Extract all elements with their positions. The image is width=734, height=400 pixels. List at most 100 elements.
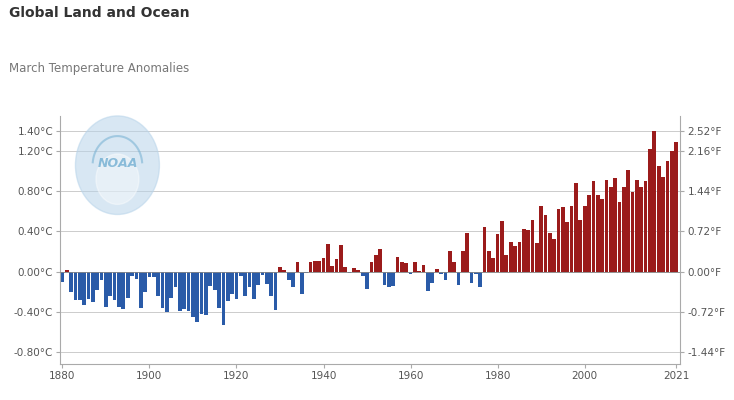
Bar	[247, 272, 251, 287]
Bar	[465, 234, 469, 272]
Text: Global Land and Ocean: Global Land and Ocean	[9, 6, 189, 20]
Bar	[422, 264, 426, 272]
Bar	[426, 272, 430, 291]
Bar	[317, 260, 321, 272]
Bar	[126, 272, 129, 298]
Bar	[265, 272, 269, 284]
Bar	[143, 272, 147, 292]
Bar	[670, 151, 674, 272]
Bar	[531, 220, 534, 272]
Bar	[305, 272, 308, 273]
Bar	[626, 170, 630, 272]
Bar	[339, 244, 343, 272]
Bar	[648, 149, 652, 272]
Bar	[73, 272, 77, 300]
Bar	[243, 272, 247, 296]
Bar	[139, 272, 142, 308]
Bar	[269, 272, 273, 296]
Bar	[109, 272, 112, 296]
Bar	[570, 206, 573, 272]
Bar	[256, 272, 260, 285]
Bar	[479, 272, 482, 287]
Bar	[457, 272, 460, 285]
Bar	[369, 262, 374, 272]
Bar	[361, 272, 365, 276]
Bar	[500, 222, 504, 272]
Bar	[261, 272, 264, 275]
Bar	[644, 181, 647, 272]
Bar	[653, 131, 656, 272]
Bar	[287, 272, 291, 280]
Bar	[391, 272, 395, 286]
Bar	[156, 272, 160, 296]
Bar	[366, 272, 369, 289]
Bar	[308, 262, 312, 272]
Bar	[513, 246, 517, 272]
Bar	[296, 262, 299, 272]
Bar	[565, 222, 569, 272]
Bar	[130, 272, 134, 276]
Bar	[161, 272, 164, 308]
Bar	[495, 234, 499, 272]
Bar	[174, 272, 178, 287]
Bar	[252, 272, 255, 299]
Bar	[561, 207, 564, 272]
Text: March Temperature Anomalies: March Temperature Anomalies	[9, 62, 189, 75]
Bar	[200, 272, 203, 314]
Bar	[178, 272, 182, 311]
Bar	[439, 272, 443, 274]
Bar	[548, 234, 552, 272]
Bar	[609, 187, 613, 272]
Bar	[378, 248, 382, 272]
Bar	[69, 272, 73, 292]
Bar	[409, 272, 413, 274]
Bar	[526, 230, 530, 272]
Bar	[60, 272, 64, 282]
Bar	[186, 272, 190, 311]
Bar	[657, 166, 661, 272]
Bar	[452, 262, 456, 272]
Bar	[195, 272, 199, 322]
Bar	[661, 177, 665, 272]
Bar	[539, 206, 543, 272]
Bar	[78, 272, 81, 300]
Circle shape	[76, 116, 159, 214]
Bar	[396, 256, 399, 272]
Bar	[517, 242, 521, 272]
Bar	[639, 187, 643, 272]
Bar	[435, 269, 438, 272]
Bar	[82, 272, 86, 305]
Bar	[504, 254, 508, 272]
Bar	[65, 270, 68, 272]
Bar	[352, 268, 356, 272]
Bar	[666, 161, 669, 272]
Bar	[104, 272, 108, 307]
Bar	[535, 242, 539, 272]
Bar	[208, 272, 212, 286]
Bar	[100, 272, 103, 280]
Bar	[213, 272, 217, 290]
Bar	[95, 272, 99, 290]
Bar	[226, 272, 230, 301]
Bar	[182, 272, 186, 309]
Bar	[617, 202, 622, 272]
Bar	[382, 272, 386, 285]
Bar	[191, 272, 195, 317]
Bar	[413, 262, 417, 272]
Bar	[553, 240, 556, 272]
Bar	[578, 220, 582, 272]
Bar	[614, 178, 617, 272]
Bar	[470, 272, 473, 283]
Bar	[400, 262, 404, 272]
Bar	[313, 260, 316, 272]
Bar	[387, 272, 390, 287]
Bar	[222, 272, 225, 325]
Bar	[587, 195, 591, 272]
Bar	[300, 272, 304, 294]
Bar	[596, 195, 600, 272]
Bar	[483, 228, 487, 272]
Bar	[344, 267, 347, 272]
Bar	[487, 250, 491, 272]
Bar	[335, 258, 338, 272]
Bar	[235, 272, 239, 299]
